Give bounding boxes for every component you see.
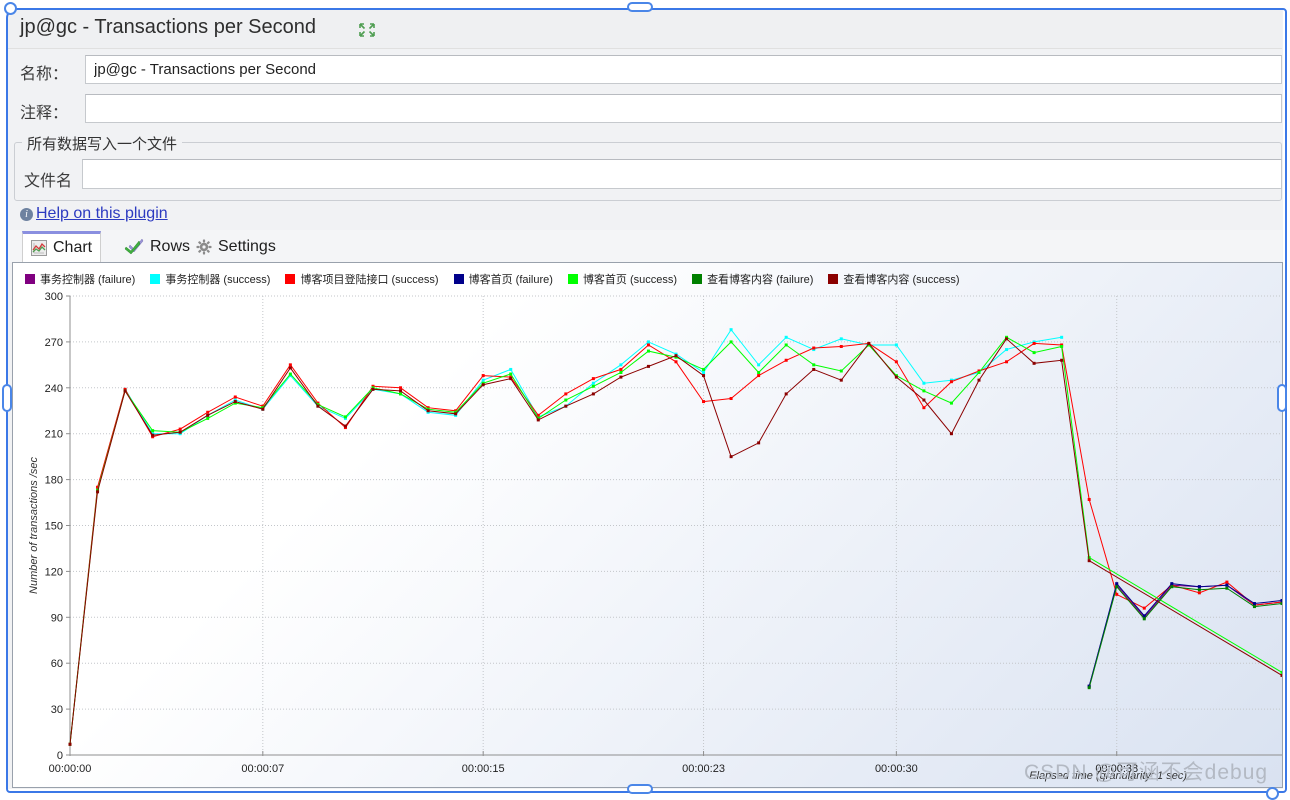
legend-swatch — [453, 274, 464, 284]
tab-settings[interactable]: Settings — [188, 231, 284, 262]
legend-swatch — [150, 274, 161, 284]
selection-handle-top-left[interactable] — [4, 2, 17, 15]
chart-series-2 — [68, 341, 1282, 746]
svg-text:180: 180 — [45, 475, 63, 487]
legend-item: 博客首页 (success) — [567, 271, 678, 287]
legend-label: 查看博客内容 (success) — [843, 274, 960, 286]
chart-axes — [66, 295, 1282, 756]
selection-handle-bottom-right[interactable] — [1266, 787, 1279, 800]
svg-text:300: 300 — [45, 291, 63, 303]
page-title: jp@gc - Transactions per Second — [20, 16, 317, 38]
help-link[interactable]: Help on this plugin — [36, 205, 168, 222]
legend-item: 查看博客内容 (failure) — [692, 271, 813, 287]
chart-legend: 事务控制器 (failure) 事务控制器 (success) 博客项目登陆接口 (… — [25, 271, 960, 287]
comment-label: 注释： — [20, 105, 69, 122]
x-axis-label: Elapsed time (granularity: 1 sec) — [1029, 770, 1187, 782]
legend-label: 事务控制器 (success) — [165, 274, 271, 286]
svg-text:210: 210 — [45, 429, 63, 441]
chart-series-6 — [68, 337, 1282, 746]
tab-settings-label: Settings — [218, 237, 276, 255]
svg-text:120: 120 — [45, 566, 63, 578]
expand-arrows-icon[interactable] — [358, 22, 376, 38]
svg-text:60: 60 — [51, 658, 63, 670]
legend-label: 博客首页 (failure) — [468, 274, 553, 286]
chart-tick-labels: 0 30 60 90 120 150 180 210 240 270 300 00:00:00 00:0… — [45, 291, 1139, 775]
tab-chart[interactable]: Chart — [22, 231, 102, 262]
write-results-group-title: 所有数据写入一个文件 — [22, 133, 183, 154]
svg-text:150: 150 — [45, 521, 63, 533]
info-icon: i — [20, 207, 33, 221]
tab-chart-label: Chart — [53, 239, 93, 256]
svg-text:00:00:07: 00:00:07 — [241, 763, 284, 775]
chart-grid — [70, 295, 1282, 755]
selection-handle-bottom[interactable] — [627, 784, 653, 794]
svg-text:270: 270 — [45, 337, 63, 349]
name-label: 名称： — [20, 66, 69, 83]
tab-rows[interactable]: Rows — [116, 231, 198, 262]
chart-series-5 — [1087, 585, 1282, 690]
y-axis-label: Number of transactions /sec — [28, 457, 40, 594]
legend-swatch — [828, 274, 839, 284]
legend-swatch — [567, 274, 578, 284]
gear-icon — [196, 239, 212, 254]
double-check-icon — [124, 238, 144, 255]
selection-handle-left[interactable] — [2, 384, 12, 412]
comment-input[interactable] — [85, 94, 1282, 123]
legend-item: 博客项目登陆接口 (success) — [285, 271, 439, 287]
chart-series-4 — [68, 335, 1282, 746]
legend-label: 博客项目登陆接口 (success) — [300, 274, 439, 286]
selection-handle-right[interactable] — [1277, 384, 1287, 412]
watermark: CSDN @可涵不会debug — [1024, 761, 1269, 784]
legend-label: 事务控制器 (failure) — [40, 274, 136, 286]
svg-text:00:00:15: 00:00:15 — [462, 763, 505, 775]
legend-swatch — [25, 274, 35, 284]
filename-input[interactable] — [82, 159, 1282, 189]
plugin-header: jp@gc - Transactions per Second — [8, 10, 1282, 49]
filename-label: 文件名 — [24, 173, 73, 190]
legend-item: 博客首页 (failure) — [453, 271, 553, 287]
legend-item: 事务控制器 (failure) — [25, 271, 135, 287]
svg-text:0: 0 — [57, 750, 63, 762]
name-input[interactable] — [85, 55, 1282, 84]
tps-chart-svg: 0 30 60 90 120 150 180 210 240 270 300 00:00:00 00:0… — [28, 291, 1282, 782]
tab-rows-label: Rows — [150, 237, 191, 255]
svg-text:00:00:00: 00:00:00 — [49, 763, 92, 775]
svg-text:90: 90 — [51, 612, 63, 624]
legend-label: 博客首页 (success) — [582, 274, 678, 286]
chart-icon — [31, 240, 47, 256]
legend-item: 事务控制器 (success) — [150, 271, 270, 287]
tab-strip: Chart Rows — [8, 230, 1282, 262]
tps-chart-panel: 事务控制器 (failure) 事务控制器 (success) 博客项目登陆接口 (… — [12, 262, 1283, 788]
legend-swatch — [285, 274, 296, 284]
legend-label: 查看博客内容 (failure) — [707, 274, 814, 286]
svg-text:30: 30 — [51, 704, 63, 716]
legend-swatch — [692, 274, 703, 284]
svg-text:240: 240 — [45, 383, 63, 395]
legend-item: 查看博客内容 (success) — [828, 271, 960, 287]
selection-handle-top[interactable] — [627, 2, 653, 12]
svg-text:00:00:23: 00:00:23 — [682, 763, 725, 775]
svg-text:00:00:38: 00:00:38 — [1095, 763, 1138, 775]
svg-text:00:00:30: 00:00:30 — [875, 763, 918, 775]
